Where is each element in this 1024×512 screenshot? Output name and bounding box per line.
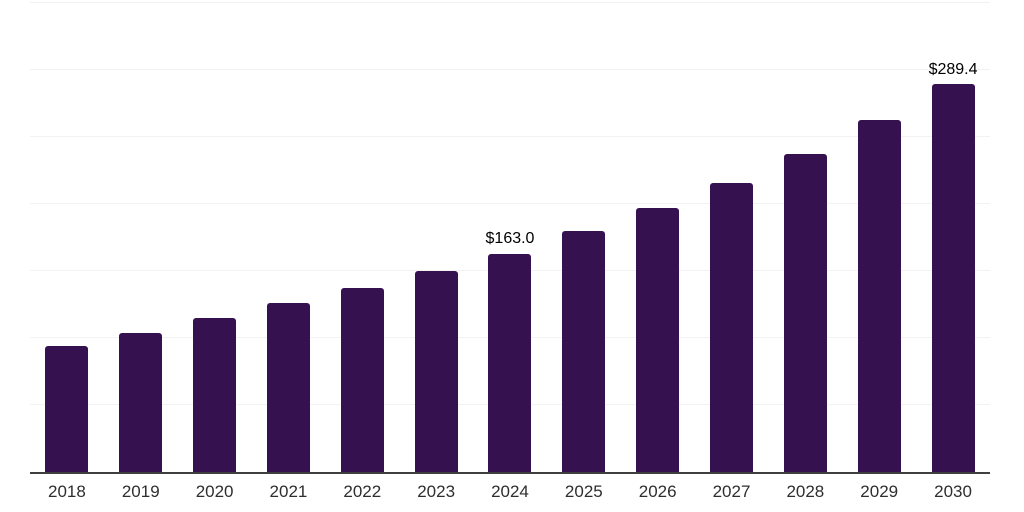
bar-slot-2023 bbox=[399, 3, 473, 472]
bar-2028 bbox=[783, 154, 827, 472]
x-axis-labels: 2018 2019 2020 2021 2022 2023 2024 2025 2026 2027… bbox=[30, 482, 990, 502]
x-tick-label-2023: 2023 bbox=[417, 482, 456, 501]
bar-2020 bbox=[193, 317, 237, 472]
bar-slot-2021 bbox=[252, 3, 326, 472]
bar-slot-2019 bbox=[104, 3, 178, 472]
bar-2029 bbox=[857, 119, 901, 472]
plot-area: $163.0 $289.4 bbox=[30, 2, 990, 474]
x-tick-label-2021: 2021 bbox=[269, 482, 308, 501]
bar-slot-2026 bbox=[621, 3, 695, 472]
x-tick-label-2018: 2018 bbox=[48, 482, 86, 501]
x-tick-label-2025: 2025 bbox=[564, 482, 603, 501]
x-tick-label-2026: 2026 bbox=[638, 482, 677, 501]
bar-2027 bbox=[710, 182, 754, 472]
bars-container: $163.0 $289.4 bbox=[30, 3, 990, 472]
bar-2018 bbox=[45, 346, 89, 472]
bar-slot-2029 bbox=[842, 3, 916, 472]
bar-2021 bbox=[266, 303, 310, 472]
bar-2024 bbox=[488, 253, 532, 472]
x-tick-label-2029: 2029 bbox=[860, 482, 899, 501]
x-tick-label-2020: 2020 bbox=[195, 482, 234, 501]
x-tick-label-2030: 2030 bbox=[934, 482, 972, 501]
bar-slot-2030: $289.4 bbox=[916, 3, 990, 472]
bar-value-label-2024: $163.0 bbox=[485, 230, 535, 247]
x-tick-label-2028: 2028 bbox=[786, 482, 825, 501]
x-tick-label-2022: 2022 bbox=[343, 482, 382, 501]
x-tick-label-2027: 2027 bbox=[712, 482, 751, 501]
bar-value-label-2030: $289.4 bbox=[928, 60, 978, 78]
x-tick-label-2019: 2019 bbox=[121, 482, 160, 501]
bar-2023 bbox=[414, 271, 458, 472]
bar-2030 bbox=[931, 84, 975, 472]
x-tick-label-2024: 2024 bbox=[491, 482, 529, 501]
gridline-200 bbox=[30, 203, 990, 204]
gridline-250 bbox=[30, 136, 990, 137]
bar-slot-2024: $163.0 bbox=[473, 3, 547, 472]
bar-slot-2028 bbox=[768, 3, 842, 472]
bar-2019 bbox=[119, 332, 163, 472]
bar-2026 bbox=[636, 208, 680, 472]
bar-slot-2027 bbox=[695, 3, 769, 472]
bar-slot-2025 bbox=[547, 3, 621, 472]
bar-2025 bbox=[562, 230, 606, 472]
bar-slot-2020 bbox=[178, 3, 252, 472]
bar-slot-2022 bbox=[325, 3, 399, 472]
bar-slot-2018 bbox=[30, 3, 104, 472]
gridline-300 bbox=[30, 69, 990, 70]
bar-2022 bbox=[340, 288, 384, 472]
